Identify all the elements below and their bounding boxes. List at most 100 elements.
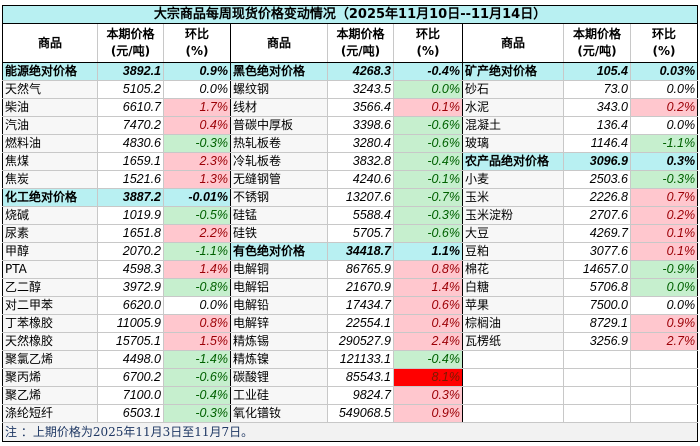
commodity-pct-cell: 0.2%	[629, 206, 699, 225]
commodity-price-cell: 7470.2	[97, 116, 164, 135]
commodity-name-cell: 冷轧板卷	[230, 152, 328, 171]
table-row: 聚丙烯 6700.2 -0.6% 碳酸锂 85543.1 8.1%	[2, 368, 699, 387]
table-row: 汽油 7470.2 0.4% 普碳中厚板 3398.6 -0.6% 混凝土 136.4 0.0%	[2, 116, 699, 135]
commodity-name-cell: 柴油	[2, 98, 98, 117]
commodity-pct-cell: -0.4%	[393, 152, 463, 171]
commodity-name-cell: 无缝钢管	[230, 170, 328, 189]
column-header-price: 本期价格(元/吨)	[336, 27, 385, 58]
commodity-pct-cell: -0.6%	[393, 134, 463, 153]
empty-cell	[563, 404, 631, 423]
commodity-name-cell: 玉米淀粉	[462, 206, 564, 225]
table-row: PTA 4598.3 1.4% 电解铜 86765.9 0.8% 棉花 14657.0 -0.9…	[2, 260, 699, 279]
column-header-pct-cell: 环比(%)	[163, 23, 231, 63]
commodity-price-cell: 17434.7	[327, 296, 394, 315]
table-row: 柴油 6610.7 1.7% 线材 3566.4 0.1% 水泥 343.0 0.2%	[2, 98, 699, 117]
commodity-name-cell: 线材	[230, 98, 328, 117]
commodity-name-cell: 砂石	[462, 80, 564, 99]
commodity-price-cell: 3566.4	[327, 98, 394, 117]
commodity-name-cell: 小麦	[462, 170, 564, 189]
commodity-pct-cell: 0.0%	[629, 278, 699, 297]
category-name-cell: 黑色绝对价格	[230, 62, 328, 81]
commodity-name-cell: 水泥	[462, 98, 564, 117]
commodity-pct-cell: 0.4%	[163, 116, 231, 135]
commodity-price-cell: 21670.9	[327, 278, 394, 297]
commodity-price-cell: 2503.6	[563, 170, 631, 189]
column-header-name-cell: 商品	[462, 23, 564, 63]
commodity-pct-cell: 0.0%	[629, 80, 699, 99]
commodity-price-cell: 15705.1	[97, 332, 164, 351]
commodity-name-cell: 豆粕	[462, 242, 564, 261]
title-row: 大宗商品每周现货价格变动情况（2025年11月10日--11月14日）	[1, 5, 699, 24]
commodity-price-cell: 3972.9	[97, 278, 164, 297]
commodity-pct-cell: -0.7%	[393, 188, 463, 207]
commodity-price-cell: 2226.8	[563, 188, 631, 207]
column-header-price-cell: 本期价格(元/吨)	[327, 23, 394, 63]
empty-cell	[462, 386, 564, 405]
header-row: 商品 本期价格(元/吨) 环比(%) 商品 本期价格(元/吨) 环比(%) 商品 本期价格(元…	[2, 23, 699, 63]
footnote: 注 ：上期价格为2025年11月3日至11月7日。	[1, 422, 699, 442]
commodity-price-cell: 6503.1	[97, 404, 164, 423]
commodity-name-cell: 焦炭	[2, 170, 98, 189]
category-pct-cell: -0.4%	[393, 62, 463, 81]
commodity-price-cell: 73.0	[563, 80, 631, 99]
commodity-pct-cell: -1.1%	[629, 134, 699, 153]
commodity-name-cell: 电解铜	[230, 260, 328, 279]
commodity-pct-cell: 0.9%	[629, 314, 699, 333]
commodity-pct-cell: 0.1%	[393, 98, 463, 117]
commodity-name-cell: 白糖	[462, 278, 564, 297]
column-header-price: 本期价格(元/吨)	[572, 27, 621, 58]
commodity-price-table: 大宗商品每周现货价格变动情况（2025年11月10日--11月14日） 商品 本期…	[1, 5, 699, 442]
empty-cell	[462, 404, 564, 423]
table-row: 对二甲苯 6620.0 0.0% 电解铅 17434.7 0.6% 苹果 7500.0 0.0%	[2, 296, 699, 315]
commodity-pct-cell: 2.4%	[393, 332, 463, 351]
commodity-price-cell: 2707.6	[563, 206, 631, 225]
commodity-price-cell: 136.4	[563, 116, 631, 135]
table-row: 焦煤 1659.1 2.3% 冷轧板卷 3832.8 -0.4% 农产品绝对价格 3096.9…	[2, 152, 699, 171]
commodity-name-cell: 普碳中厚板	[230, 116, 328, 135]
commodity-pct-cell: 1.3%	[163, 170, 231, 189]
commodity-pct-cell: -0.3%	[163, 134, 231, 153]
category-name-cell: 能源绝对价格	[2, 62, 98, 81]
commodity-name-cell: 棉花	[462, 260, 564, 279]
commodity-price-cell: 6620.0	[97, 296, 164, 315]
category-price-cell: 3887.2	[97, 188, 164, 207]
commodity-price-cell: 11005.9	[97, 314, 164, 333]
commodity-name-cell: 天然气	[2, 80, 98, 99]
commodity-name-cell: 混凝土	[462, 116, 564, 135]
commodity-pct-cell: -0.6%	[163, 368, 231, 387]
commodity-price-cell: 549068.5	[327, 404, 394, 423]
empty-cell	[629, 368, 699, 387]
commodity-price-cell: 7100.0	[97, 386, 164, 405]
empty-cell	[462, 350, 564, 369]
commodity-pct-cell: -0.3%	[629, 170, 699, 189]
empty-cell	[462, 368, 564, 387]
commodity-name-cell: 焦煤	[2, 152, 98, 171]
commodity-price-cell: 3243.5	[327, 80, 394, 99]
commodity-price-cell: 343.0	[563, 98, 631, 117]
category-pct-cell: -0.01%	[163, 188, 231, 207]
commodity-price-cell: 4498.0	[97, 350, 164, 369]
commodity-name-cell: 热轧板卷	[230, 134, 328, 153]
commodity-price-cell: 7500.0	[563, 296, 631, 315]
column-header-name: 商品	[266, 35, 291, 50]
category-pct-cell: 1.1%	[393, 242, 463, 261]
commodity-price-cell: 5105.2	[97, 80, 164, 99]
commodity-name-cell: 工业硅	[230, 386, 328, 405]
commodity-pct-cell: -0.6%	[393, 116, 463, 135]
commodity-name-cell: 对二甲苯	[2, 296, 98, 315]
commodity-pct-cell: 0.8%	[393, 260, 463, 279]
commodity-pct-cell: 0.0%	[163, 296, 231, 315]
commodity-price-cell: 121133.1	[327, 350, 394, 369]
commodity-name-cell: 苹果	[462, 296, 564, 315]
commodity-pct-cell: -0.4%	[163, 386, 231, 405]
commodity-pct-cell: 0.3%	[393, 386, 463, 405]
commodity-name-cell: 电解铅	[230, 296, 328, 315]
commodity-name-cell: 大豆	[462, 224, 564, 243]
category-price-cell: 4268.3	[327, 62, 394, 81]
commodity-pct-cell: 1.4%	[393, 278, 463, 297]
commodity-pct-cell: 2.2%	[163, 224, 231, 243]
commodity-pct-cell: 0.0%	[629, 296, 699, 315]
commodity-name-cell: 不锈钢	[230, 188, 328, 207]
commodity-pct-cell: -0.3%	[163, 404, 231, 423]
commodity-pct-cell: 2.3%	[163, 152, 231, 171]
